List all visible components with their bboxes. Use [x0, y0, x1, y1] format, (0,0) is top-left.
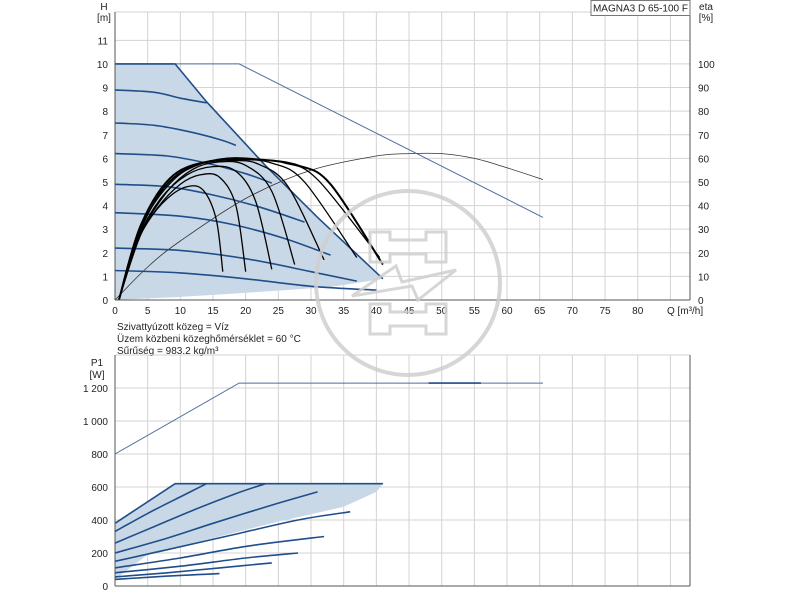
head-y-tick-label: 3 [102, 225, 108, 236]
power-y-tick-label: 400 [91, 516, 108, 527]
efficiency-curve-line [114, 152, 544, 301]
head-x-tick-label: 50 [436, 306, 448, 317]
eta-y-tick-label: 100 [698, 60, 715, 71]
medium-info-line: Szivattyúzott közeg = Víz [117, 322, 229, 333]
efficiency-curve-3 [118, 160, 296, 301]
head-x-tick-label: 5 [145, 306, 151, 317]
head-y-label: H [100, 2, 107, 13]
power-y-tick-label: 800 [91, 450, 108, 461]
eta-y-tick-label: 60 [698, 154, 710, 165]
head-curve-0 [115, 63, 384, 280]
efficiency-curve-4 [118, 159, 325, 301]
power-y-tick-label: 600 [91, 483, 108, 494]
power-grid [115, 354, 690, 586]
eta-y-unit: [%] [699, 13, 714, 24]
head-y-tick-label: 6 [102, 154, 108, 165]
head-curve-7 [114, 269, 377, 291]
power-curve-2 [114, 482, 266, 544]
medium-info-line: Üzem közbeni közeghőmérséklet = 60 °C [117, 333, 301, 345]
watermark-bolt [351, 263, 457, 303]
product-label-box [590, 0, 691, 16]
power-y-tick-label: 0 [102, 582, 108, 593]
head-y-tick-label: 8 [102, 107, 108, 118]
power-curve-0 [114, 482, 383, 524]
eta-y-tick-label: 0 [698, 296, 704, 307]
power-curve-1 [114, 482, 207, 533]
head-curve-1 [114, 89, 207, 104]
power-y-tick-label: 200 [91, 549, 108, 560]
eta-y-label: eta [699, 2, 713, 13]
max-power-line [114, 382, 543, 455]
head-curve-6 [114, 247, 357, 282]
head-y-tick-label: 0 [102, 296, 108, 307]
power-curve-6 [114, 552, 299, 574]
head-x-tick-label: 70 [567, 306, 579, 317]
head-y-tick-label: 9 [102, 84, 108, 95]
watermark-lower-bracket [368, 302, 448, 336]
watermark-upper-bracket [368, 230, 448, 264]
power-panel: 0 200 400 600 800 1 000 1 200 P1[W] [83, 354, 691, 593]
head-x-tick-label: 10 [175, 306, 187, 317]
eta-y-tick-label: 50 [698, 178, 710, 189]
head-x-tick-label: 20 [240, 306, 252, 317]
head-x-tick-label: 35 [338, 306, 350, 317]
power-operating-area [115, 483, 383, 580]
head-x-tick-label: 75 [599, 306, 611, 317]
power-curve-5 [114, 535, 325, 569]
head-y-tick-label: 7 [102, 131, 108, 142]
product-label: MAGNA3 D 65-100 F [593, 4, 688, 15]
head-x-tick-label: 55 [469, 306, 481, 317]
head-x-tick-label: 65 [534, 306, 546, 317]
head-y-tick-label: 2 [102, 249, 108, 260]
head-curve-4 [114, 183, 305, 223]
head-x-tick-label: 25 [273, 306, 285, 317]
eta-y-tick-label: 80 [698, 107, 710, 118]
head-y-tick-label: 4 [102, 202, 108, 213]
power-curve-3 [114, 491, 318, 554]
eta-y-tick-label: 90 [698, 84, 710, 95]
head-y-tick-label: 5 [102, 178, 108, 189]
head-curve-5 [114, 211, 331, 256]
power-y-tick-label: 1 000 [83, 417, 108, 428]
medium-info-line: Sűrűség = 983.2 kg/m³ [117, 346, 219, 357]
head-x-tick-label: 15 [207, 306, 219, 317]
head-y-tick-label: 1 [102, 272, 108, 283]
head-panel: 0 1 2 3 4 5 6 7 8 9 10 11 0 10 20 30 40 50 60 70 80 90 100 0 5 10… [97, 0, 715, 357]
head-x-tick-label: 80 [632, 306, 644, 317]
head-curve-2 [114, 122, 237, 147]
head-y-tick-label: 10 [97, 60, 109, 71]
watermark-ring [314, 189, 502, 377]
power-y-unit: [W] [90, 370, 105, 381]
x-axis-label: Q [m³/h] [667, 306, 703, 317]
head-y-tick-label: 11 [98, 36, 109, 47]
power-y-label: P1 [91, 358, 104, 369]
head-x-tick-label: 30 [305, 306, 317, 317]
eta-y-tick-label: 10 [698, 272, 710, 283]
power-curve-7 [114, 562, 272, 578]
watermark-logo-icon [314, 189, 502, 377]
head-x-tick-label: 0 [112, 306, 118, 317]
eta-y-tick-label: 70 [698, 131, 710, 142]
eta-y-tick-label: 20 [698, 249, 710, 260]
power-y-tick-label: 1 200 [83, 384, 108, 395]
efficiency-curve-7 [117, 157, 384, 301]
head-x-tick-label: 60 [501, 306, 513, 317]
eta-y-tick-label: 40 [698, 202, 710, 213]
head-x-tick-label: 40 [371, 306, 383, 317]
power-curve-8 [114, 572, 220, 581]
power-curve-4 [114, 511, 351, 563]
head-y-unit: [m] [97, 13, 111, 24]
eta-y-tick-label: 30 [698, 225, 710, 236]
